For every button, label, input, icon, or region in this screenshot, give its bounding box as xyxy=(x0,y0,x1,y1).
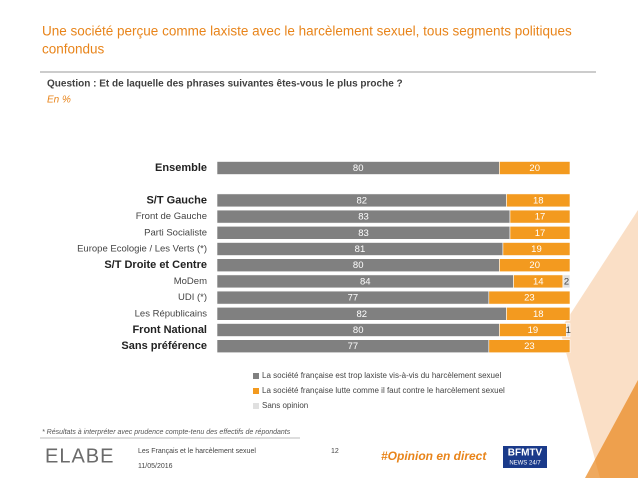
value-label: 17 xyxy=(535,228,546,239)
unit: En % xyxy=(47,95,71,106)
category-label: Parti Socialiste xyxy=(144,227,207,238)
legend-swatch xyxy=(253,403,259,409)
bar-segment xyxy=(499,161,571,175)
study: Les Français et le harcèlement sexuel xyxy=(138,448,256,455)
bar-segment xyxy=(509,209,571,224)
value-label: 83 xyxy=(358,212,369,223)
value-label: 80 xyxy=(353,325,364,336)
value-label: 77 xyxy=(348,341,359,352)
value-label: 20 xyxy=(529,260,540,271)
legend-label: La société française est trop laxiste vi… xyxy=(262,371,501,380)
bar-segment xyxy=(566,323,571,337)
bar-segment xyxy=(509,226,571,240)
value-label: 23 xyxy=(524,341,535,352)
category-label: UDI (*) xyxy=(178,292,207,303)
logo: ELABE xyxy=(45,445,114,467)
footnote: * Résultats à interpréter avec prudence … xyxy=(42,429,291,436)
value-label: 83 xyxy=(358,228,369,239)
legend-swatch xyxy=(253,373,259,379)
tv-logo-sub: NEWS 24/7 xyxy=(509,461,541,467)
legend-label: La société française lutte comme il faut… xyxy=(262,386,505,395)
question: Question : Et de laquelle des phrases su… xyxy=(47,79,403,90)
value-label: 80 xyxy=(353,260,364,271)
category-label: Front de Gauche xyxy=(136,211,207,222)
page-number: 12 xyxy=(331,448,339,455)
category-label: Les Républicains xyxy=(135,308,208,319)
date: 11/05/2016 xyxy=(138,463,173,470)
legend-swatch xyxy=(253,388,259,394)
value-label: 1 xyxy=(566,325,571,336)
value-label: 2 xyxy=(564,276,569,287)
category-label: MoDem xyxy=(174,276,207,287)
title: confondus xyxy=(42,42,105,57)
bar-segment xyxy=(502,242,571,256)
value-label: 19 xyxy=(528,325,539,336)
category-label: Ensemble xyxy=(155,162,207,174)
value-label: 81 xyxy=(355,244,366,255)
hashtag: #Opinion en direct xyxy=(381,449,487,463)
category-label: S/T Droite et Centre xyxy=(104,259,207,271)
value-label: 14 xyxy=(533,276,544,287)
value-label: 23 xyxy=(524,293,535,304)
bar-segment xyxy=(488,290,571,305)
value-label: 19 xyxy=(531,244,542,255)
value-label: 17 xyxy=(535,212,546,223)
bar-segment xyxy=(499,258,571,273)
value-label: 18 xyxy=(533,195,544,206)
legend-label: Sans opinion xyxy=(262,401,308,410)
value-label: 77 xyxy=(348,293,359,304)
category-label: Sans préférence xyxy=(121,340,207,352)
value-label: 20 xyxy=(529,163,540,174)
title: Une société perçue comme laxiste avec le… xyxy=(42,24,572,39)
bar-segment xyxy=(506,193,571,208)
category-label: Europe Ecologie / Les Verts (*) xyxy=(77,244,207,255)
value-label: 82 xyxy=(356,195,367,206)
bar-segment xyxy=(488,339,571,354)
value-label: 84 xyxy=(360,276,371,287)
decor xyxy=(560,210,638,478)
bar-segment xyxy=(506,306,571,321)
value-label: 80 xyxy=(353,163,364,174)
decor xyxy=(585,380,638,478)
value-label: 18 xyxy=(533,309,544,320)
value-label: 82 xyxy=(356,309,367,320)
tv-logo xyxy=(503,446,547,468)
bar-segment xyxy=(562,274,571,289)
category-label: S/T Gauche xyxy=(146,194,207,206)
category-label: Front National xyxy=(132,324,207,336)
tv-logo-text: BFMTV xyxy=(508,448,543,459)
